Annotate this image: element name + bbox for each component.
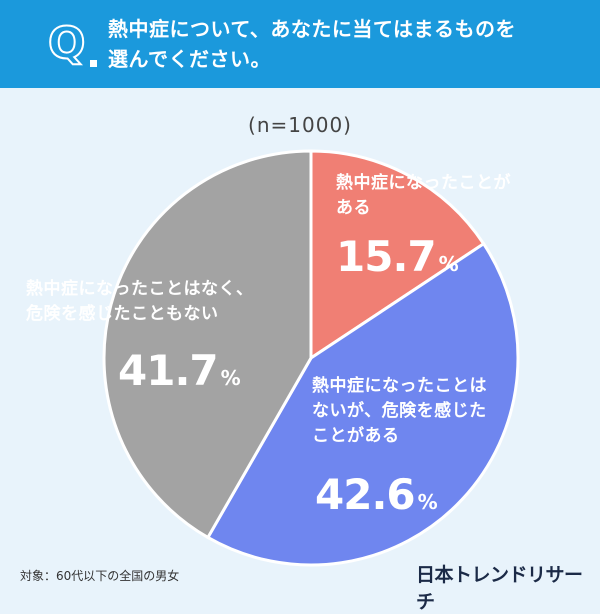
slice-value-unit: %: [417, 490, 438, 514]
slice-value-number: 41.7: [118, 346, 219, 395]
slice-label-line: ないが、危険を感じた: [312, 401, 487, 421]
brand-logo: 日本トレンドリサーチ: [416, 564, 583, 613]
q-dot: [90, 60, 97, 67]
slice-had-heatstroke: [309, 149, 486, 361]
target-footnote: 対象：60代以下の全国の男女: [20, 569, 180, 583]
slice-value-unit: %: [220, 366, 241, 390]
sample-size: (n=1000): [248, 113, 352, 137]
slice-label-line: 熱中症になったことはなく、: [26, 279, 254, 299]
slice-value-unit: %: [438, 252, 459, 276]
slice-value-never: 41.7%: [118, 347, 241, 402]
slice-felt-danger: [205, 241, 520, 567]
slice-never: [102, 149, 313, 540]
question-line-2: 選んでください。: [108, 47, 271, 71]
slice-label-line: 熱中症になったことは: [312, 376, 487, 396]
slice-value-felt-danger: 42.6%: [315, 471, 438, 526]
slice-label-line: 危険を感じたこともない: [26, 304, 219, 324]
slice-label-never: 熱中症になったことはなく、 危険を感じたこともない: [26, 277, 254, 327]
slice-value-had-heatstroke: 15.7%: [336, 233, 459, 288]
question-header: Q 熱中症について、あなたに当てはまるものを 選んでください。: [0, 0, 600, 88]
slice-value-number: 42.6: [315, 470, 416, 519]
slice-label-line: ある: [336, 198, 371, 218]
slice-label-felt-danger: 熱中症になったことは ないが、危険を感じた ことがある: [312, 374, 487, 449]
question-text: 熱中症について、あなたに当てはまるものを 選んでください。: [108, 14, 578, 74]
q-mark-icon: Q: [47, 18, 86, 69]
slice-value-number: 15.7: [336, 232, 437, 281]
slice-label-had-heatstroke: 熱中症になったことが ある: [336, 171, 511, 221]
slice-label-line: 熱中症になったことが: [336, 173, 511, 193]
question-line-1: 熱中症について、あなたに当てはまるものを: [108, 17, 516, 41]
pie-chart: [102, 149, 520, 567]
slice-label-line: ことがある: [312, 426, 400, 446]
